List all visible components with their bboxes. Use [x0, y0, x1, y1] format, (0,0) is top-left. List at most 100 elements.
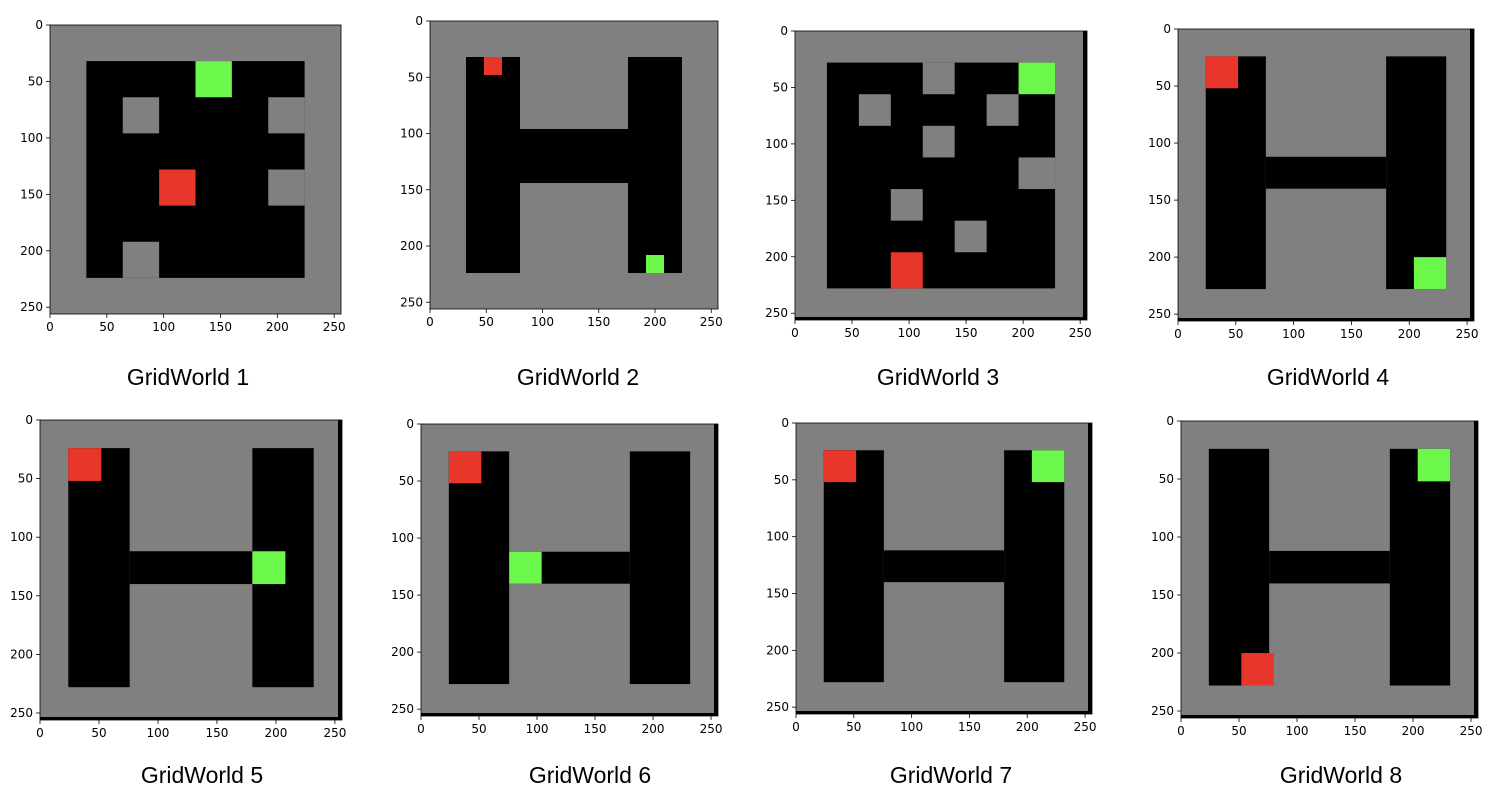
- free-cell-region: [1208, 448, 1270, 686]
- plot-edge-bar: [714, 424, 718, 716]
- x-tick-label: 100: [152, 320, 175, 334]
- y-tick-label: 200: [20, 244, 43, 258]
- y-tick-label: 200: [766, 643, 789, 657]
- x-tick-label: 200: [1402, 724, 1425, 738]
- goal-cell: [252, 551, 286, 585]
- plot-frame: [1180, 420, 1479, 719]
- y-tick-label: 200: [1148, 250, 1171, 264]
- y-tick-label: 150: [400, 183, 423, 197]
- free-cell-region: [1205, 56, 1266, 290]
- y-tick-label: 250: [391, 702, 414, 716]
- wall-block: [268, 169, 305, 206]
- plot-frame: [794, 30, 1088, 321]
- y-tick-label: 0: [25, 413, 33, 427]
- start-cell: [159, 169, 196, 206]
- free-cell-region: [448, 451, 510, 685]
- x-tick-label: 100: [898, 326, 921, 340]
- goal-cell: [195, 61, 232, 98]
- wall-block: [268, 97, 305, 134]
- y-tick-label: 100: [766, 530, 789, 544]
- wall-block: [922, 125, 955, 158]
- plot-edge-bar: [796, 711, 1092, 714]
- wall-block: [858, 94, 891, 126]
- gridworld-plot-5: 0 0 50 50 100 100 150 150 200 200 250 250: [10, 413, 346, 740]
- gridworld-panel-4: 0 0 50 50 100 100 150 150 200 200 250 250 GridWorld…: [1128, 0, 1504, 406]
- y-tick-label: 200: [1151, 646, 1174, 660]
- free-cell-region: [823, 450, 884, 683]
- x-tick-label: 250: [1069, 326, 1092, 340]
- y-tick-label: 100: [400, 127, 423, 141]
- x-tick-label: 150: [584, 722, 607, 736]
- x-tick-label: 200: [644, 315, 667, 329]
- y-tick-label: 250: [765, 306, 788, 320]
- y-tick-label: 0: [35, 18, 43, 32]
- free-cell-region: [1265, 156, 1387, 189]
- goal-cell: [509, 551, 542, 584]
- y-tick-label: 0: [1163, 22, 1171, 36]
- x-tick-label: 250: [700, 722, 723, 736]
- x-tick-label: 0: [791, 326, 799, 340]
- x-tick-label: 200: [266, 320, 289, 334]
- gridworld-caption-5: GridWorld 5: [140, 762, 264, 788]
- y-tick-label: 50: [774, 473, 789, 487]
- plot-edge-bar: [1181, 715, 1478, 718]
- gridworld-plot-7: 0 0 50 50 100 100 150 150 200 200 250 250: [766, 416, 1096, 734]
- x-tick-label: 50: [91, 726, 106, 740]
- x-tick-label: 50: [99, 320, 114, 334]
- start-cell: [823, 450, 857, 483]
- x-tick-label: 100: [1282, 327, 1305, 341]
- wall-block: [986, 94, 1019, 126]
- start-cell: [68, 448, 102, 481]
- x-tick-label: 0: [46, 320, 54, 334]
- start-cell: [1205, 56, 1239, 89]
- x-tick-label: 250: [323, 320, 346, 334]
- y-tick-label: 150: [765, 193, 788, 207]
- gridworld-panel-2: 0 0 50 50 100 100 150 150 200 200 250 250 GridWorld…: [376, 0, 752, 406]
- x-tick-label: 150: [1340, 327, 1363, 341]
- gridworld-panel-3: 0 0 50 50 100 100 150 150 200 200 250 250 GridWorld…: [752, 0, 1128, 406]
- y-tick-label: 50: [18, 472, 33, 486]
- y-tick-label: 150: [20, 187, 43, 201]
- free-cell-region: [628, 57, 682, 273]
- y-tick-label: 50: [1159, 472, 1174, 486]
- x-tick-label: 50: [1228, 327, 1243, 341]
- y-tick-label: 200: [765, 250, 788, 264]
- x-tick-label: 100: [1286, 724, 1309, 738]
- gridworld-plot-6: 0 0 50 50 100 100 150 150 200 200 250 250: [391, 417, 723, 736]
- plot-edge-bar: [795, 317, 1087, 320]
- free-cell-region: [68, 448, 130, 688]
- x-tick-label: 150: [955, 326, 978, 340]
- gridworld-plot-4: 0 0 50 50 100 100 150 150 200 200 250 250: [1148, 22, 1479, 341]
- plot-edge-bar: [1470, 29, 1474, 321]
- y-tick-label: 0: [780, 24, 788, 38]
- x-tick-label: 250: [1456, 327, 1479, 341]
- x-tick-label: 50: [846, 720, 861, 734]
- x-tick-label: 250: [323, 726, 346, 740]
- gridworld-panel-6: 0 0 50 50 100 100 150 150 200 200 250 250 GridWorld…: [376, 406, 752, 812]
- plot-frame: [49, 24, 342, 315]
- y-tick-label: 100: [20, 131, 43, 145]
- gridworld-caption-7: GridWorld 7: [889, 762, 1013, 788]
- gridworld-panel-1: 0 0 50 50 100 100 150 150 200 200 250 250 GridWorld…: [0, 0, 376, 406]
- x-tick-label: 150: [209, 320, 232, 334]
- gridworld-plot-2: 0 0 50 50 100 100 150 150 200 200 250 250: [400, 14, 723, 329]
- y-tick-label: 0: [1166, 414, 1174, 428]
- plot-frame: [795, 422, 1093, 715]
- x-tick-label: 0: [1174, 327, 1182, 341]
- wall-block: [890, 189, 923, 221]
- x-tick-label: 50: [479, 315, 494, 329]
- free-cell-region: [1269, 550, 1390, 584]
- plot-edge-bar: [1088, 423, 1092, 714]
- plot-edge-bar: [40, 717, 342, 720]
- plot-edge-bar: [338, 420, 342, 720]
- y-tick-label: 200: [400, 239, 423, 253]
- y-tick-label: 250: [10, 706, 33, 720]
- goal-cell: [1031, 450, 1065, 483]
- y-tick-label: 250: [766, 700, 789, 714]
- x-tick-label: 100: [526, 722, 549, 736]
- y-tick-label: 150: [1148, 193, 1171, 207]
- free-cell-region: [629, 451, 691, 685]
- y-tick-label: 50: [28, 74, 43, 88]
- wall-block: [1018, 157, 1056, 190]
- y-tick-label: 150: [391, 588, 414, 602]
